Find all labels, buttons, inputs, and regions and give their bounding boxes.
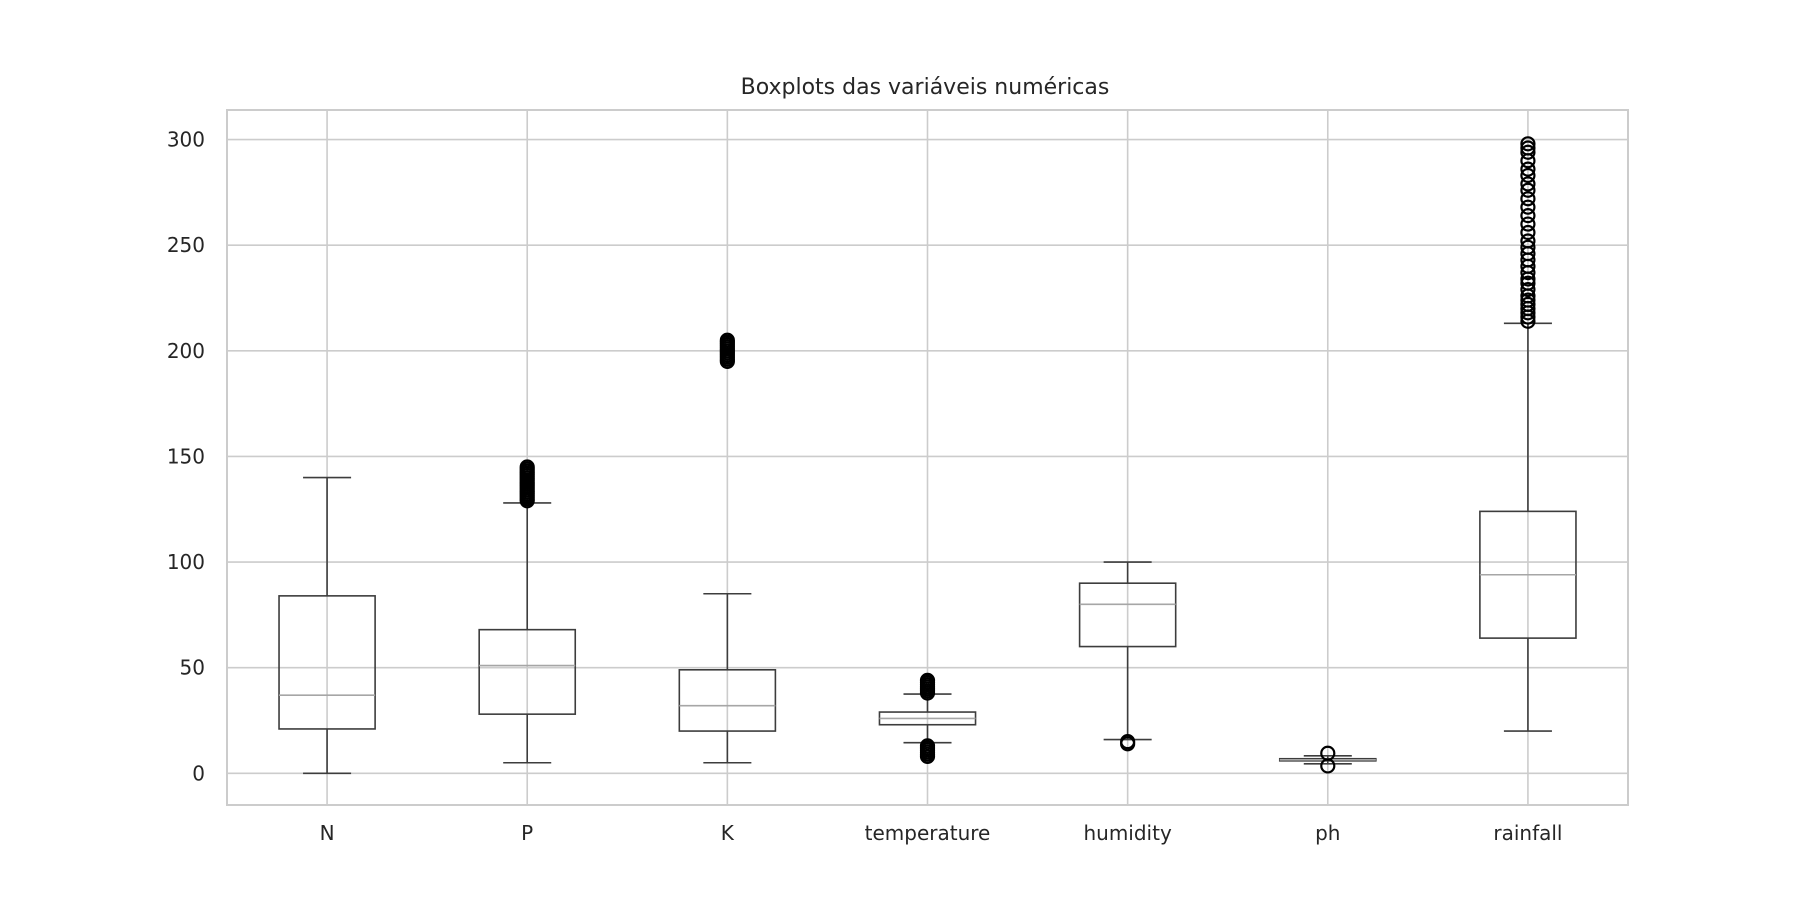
box-temperature bbox=[878, 672, 977, 765]
outlier-point bbox=[919, 738, 936, 754]
outlier-point bbox=[1120, 734, 1136, 750]
x-tick-label: ph bbox=[1315, 821, 1340, 845]
outlier-point bbox=[1520, 167, 1536, 184]
outlier-point bbox=[719, 332, 735, 348]
y-tick-label: 200 bbox=[167, 339, 205, 363]
plot-area-frame bbox=[226, 109, 1629, 806]
outlier-point bbox=[1520, 239, 1536, 255]
outlier-point bbox=[1520, 233, 1536, 249]
box-ph bbox=[1278, 745, 1377, 774]
outlier-point bbox=[519, 459, 535, 475]
x-tick-label: humidity bbox=[1083, 821, 1171, 845]
box-P bbox=[478, 459, 577, 764]
box-humidity bbox=[1078, 561, 1177, 752]
outlier-point bbox=[1520, 140, 1536, 156]
x-tick-label: P bbox=[521, 821, 533, 845]
outlier-point bbox=[1520, 136, 1536, 152]
box-layer bbox=[278, 136, 1577, 775]
x-tick-label: rainfall bbox=[1493, 821, 1562, 845]
x-tick-label: N bbox=[320, 821, 335, 845]
outlier-point bbox=[919, 672, 936, 688]
outlier-point bbox=[1520, 281, 1536, 298]
outlier-point bbox=[1520, 176, 1536, 192]
outlier-point bbox=[1520, 275, 1536, 291]
outlier-point bbox=[1520, 216, 1536, 232]
y-tick-label: 50 bbox=[180, 656, 205, 680]
iqr-box bbox=[278, 595, 376, 730]
outlier-point bbox=[1520, 224, 1536, 241]
outlier-point bbox=[1520, 182, 1536, 198]
y-tick-label: 0 bbox=[192, 761, 205, 785]
outlier-point bbox=[1520, 161, 1536, 177]
box-N bbox=[278, 476, 376, 775]
outlier-point bbox=[1520, 208, 1536, 224]
chart-title: Boxplots das variáveis numéricas bbox=[741, 75, 1110, 100]
iqr-box bbox=[1078, 582, 1177, 648]
outlier-point bbox=[1520, 191, 1536, 207]
outlier-point bbox=[1520, 144, 1536, 160]
y-tick-label: 300 bbox=[167, 128, 205, 152]
outlier-point bbox=[1320, 745, 1336, 761]
x-tick-label: temperature bbox=[865, 821, 991, 845]
x-tick-label: K bbox=[721, 821, 735, 845]
box-K bbox=[678, 332, 777, 764]
iqr-box bbox=[478, 628, 577, 715]
box-rainfall bbox=[1479, 136, 1577, 732]
y-tick-label: 100 bbox=[167, 550, 205, 574]
iqr-box bbox=[678, 669, 777, 732]
y-tick-label: 150 bbox=[167, 444, 205, 468]
outlier-point bbox=[1520, 292, 1536, 308]
outlier-point bbox=[1520, 199, 1536, 215]
outlier-point bbox=[1520, 296, 1536, 312]
y-tick-label: 250 bbox=[167, 233, 205, 257]
